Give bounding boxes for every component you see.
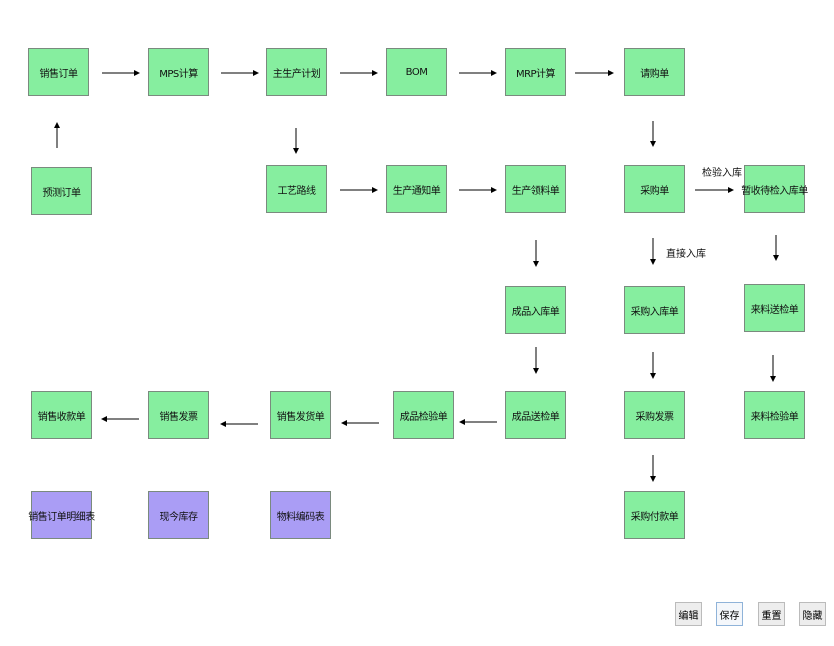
node-prod-pick[interactable]: 生产领料单: [505, 165, 566, 213]
node-prod-notice[interactable]: 生产通知单: [386, 165, 447, 213]
node-purchase-order[interactable]: 采购单: [624, 165, 685, 213]
node-mrp[interactable]: MRP计算: [505, 48, 566, 96]
node-bom[interactable]: BOM: [386, 48, 447, 96]
reset-button[interactable]: 重置: [758, 602, 785, 626]
node-temp-receipt[interactable]: 暂收待检入库单: [741, 165, 808, 213]
node-sales-receipt[interactable]: 销售收款单: [31, 391, 92, 439]
node-mps-plan[interactable]: 主生产计划: [266, 48, 327, 96]
node-incoming-inspect-req[interactable]: 来料送检单: [744, 284, 805, 332]
node-sales-order[interactable]: 销售订单: [28, 48, 89, 96]
node-sales-invoice[interactable]: 销售发票: [148, 391, 209, 439]
edge-label-direct-in: 直接入库: [666, 249, 706, 260]
edit-button[interactable]: 编辑: [675, 602, 702, 626]
node-routing[interactable]: 工艺路线: [266, 165, 327, 213]
node-fg-inspection[interactable]: 成品检验单: [393, 391, 454, 439]
node-purchase-invoice[interactable]: 采购发票: [624, 391, 685, 439]
hide-button[interactable]: 隐藏: [799, 602, 826, 626]
node-sales-order-detail[interactable]: 销售订单明细表: [28, 491, 95, 539]
node-purchase-receipt[interactable]: 采购入库单: [624, 286, 685, 334]
node-incoming-inspection[interactable]: 来料检验单: [744, 391, 805, 439]
save-button[interactable]: 保存: [716, 602, 743, 626]
node-sales-delivery[interactable]: 销售发货单: [270, 391, 331, 439]
node-mps[interactable]: MPS计算: [148, 48, 209, 96]
node-fg-inspect-req[interactable]: 成品送检单: [505, 391, 566, 439]
node-purchase-payment[interactable]: 采购付款单: [624, 491, 685, 539]
edge-label-inspect-in: 检验入库: [702, 168, 742, 179]
node-forecast[interactable]: 预测订单: [31, 167, 92, 215]
node-fg-receipt[interactable]: 成品入库单: [505, 286, 566, 334]
node-requisition[interactable]: 请购单: [624, 48, 685, 96]
node-material-codes[interactable]: 物料编码表: [270, 491, 331, 539]
node-current-stock[interactable]: 现今库存: [148, 491, 209, 539]
